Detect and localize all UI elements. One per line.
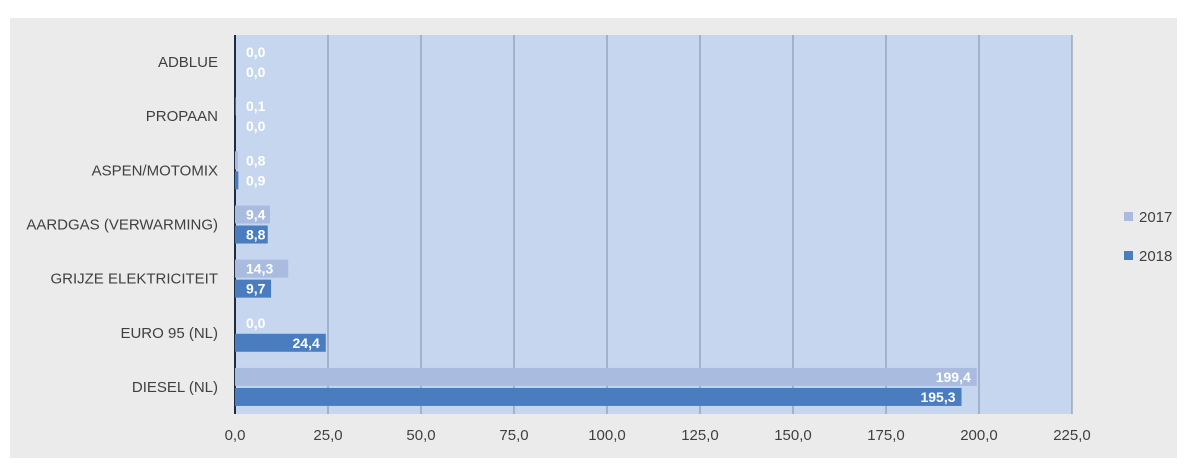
legend-label-2018: 2018 xyxy=(1139,248,1172,265)
data-label-2017: 0,8 xyxy=(246,152,266,168)
plot-area xyxy=(235,35,1072,414)
data-label-2017: 9,4 xyxy=(246,207,266,223)
x-tick-label: 200,0 xyxy=(960,427,998,444)
bar-2018 xyxy=(235,171,239,190)
x-tick-label: 150,0 xyxy=(774,427,812,444)
data-label-2017: 199,4 xyxy=(936,369,971,385)
data-label-2017: 0,0 xyxy=(246,44,266,60)
data-label-2018: 0,9 xyxy=(246,172,266,188)
bar-2017 xyxy=(235,367,977,386)
legend-label-2017: 2017 xyxy=(1139,209,1172,226)
bar-2018 xyxy=(235,387,962,406)
data-label-2018: 0,0 xyxy=(246,64,266,80)
legend-swatch-2017 xyxy=(1124,212,1133,221)
data-label-2017: 0,1 xyxy=(246,98,266,114)
category-label: AARDGAS (VERWARMING) xyxy=(26,217,218,234)
x-tick-label: 225,0 xyxy=(1053,427,1091,444)
category-label: DIESEL (NL) xyxy=(132,379,218,396)
category-label: ADBLUE xyxy=(158,54,218,71)
bar-2018 xyxy=(235,225,268,244)
bar-2018 xyxy=(235,279,272,298)
bar-2017 xyxy=(235,259,289,278)
data-label-2018: 9,7 xyxy=(246,281,266,297)
x-tick-label: 0,0 xyxy=(225,427,246,444)
category-label: GRIJZE ELEKTRICITEIT xyxy=(50,271,218,288)
data-label-2018: 8,8 xyxy=(246,227,266,243)
category-label: ASPEN/MOTOMIX xyxy=(92,162,218,179)
x-tick-label: 175,0 xyxy=(867,427,905,444)
data-label-2018: 24,4 xyxy=(293,335,320,351)
data-label-2018: 195,3 xyxy=(920,389,955,405)
x-tick-label: 25,0 xyxy=(313,427,342,444)
data-label-2018: 0,0 xyxy=(246,118,266,134)
data-label-2017: 14,3 xyxy=(246,261,273,277)
x-tick-label: 125,0 xyxy=(681,427,719,444)
category-label: EURO 95 (NL) xyxy=(120,325,218,342)
x-tick-label: 100,0 xyxy=(588,427,626,444)
bar-2017 xyxy=(235,151,238,170)
category-label: PROPAAN xyxy=(146,108,218,125)
data-label-2017: 0,0 xyxy=(246,315,266,331)
bar-2018 xyxy=(235,333,326,352)
legend-swatch-2018 xyxy=(1124,251,1133,260)
bar-2017 xyxy=(235,205,270,224)
x-tick-label: 50,0 xyxy=(406,427,435,444)
x-tick-label: 75,0 xyxy=(499,427,528,444)
